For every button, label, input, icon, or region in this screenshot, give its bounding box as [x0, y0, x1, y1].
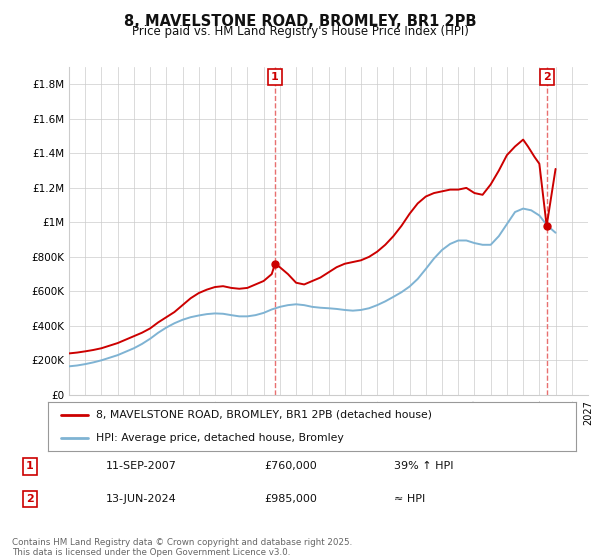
- Text: Contains HM Land Registry data © Crown copyright and database right 2025.
This d: Contains HM Land Registry data © Crown c…: [12, 538, 352, 557]
- Text: £760,000: £760,000: [265, 461, 317, 472]
- Text: Price paid vs. HM Land Registry's House Price Index (HPI): Price paid vs. HM Land Registry's House …: [131, 25, 469, 38]
- Text: 39% ↑ HPI: 39% ↑ HPI: [394, 461, 454, 472]
- Text: 1: 1: [271, 72, 279, 82]
- Text: 11-SEP-2007: 11-SEP-2007: [106, 461, 177, 472]
- Text: HPI: Average price, detached house, Bromley: HPI: Average price, detached house, Brom…: [95, 433, 343, 444]
- Text: 2: 2: [26, 494, 34, 503]
- Text: 8, MAVELSTONE ROAD, BROMLEY, BR1 2PB (detached house): 8, MAVELSTONE ROAD, BROMLEY, BR1 2PB (de…: [95, 410, 431, 420]
- Text: 13-JUN-2024: 13-JUN-2024: [106, 494, 177, 503]
- Text: 1: 1: [26, 461, 34, 472]
- Text: ≈ HPI: ≈ HPI: [394, 494, 425, 503]
- Text: 8, MAVELSTONE ROAD, BROMLEY, BR1 2PB: 8, MAVELSTONE ROAD, BROMLEY, BR1 2PB: [124, 14, 476, 29]
- Text: 2: 2: [543, 72, 551, 82]
- Text: £985,000: £985,000: [265, 494, 317, 503]
